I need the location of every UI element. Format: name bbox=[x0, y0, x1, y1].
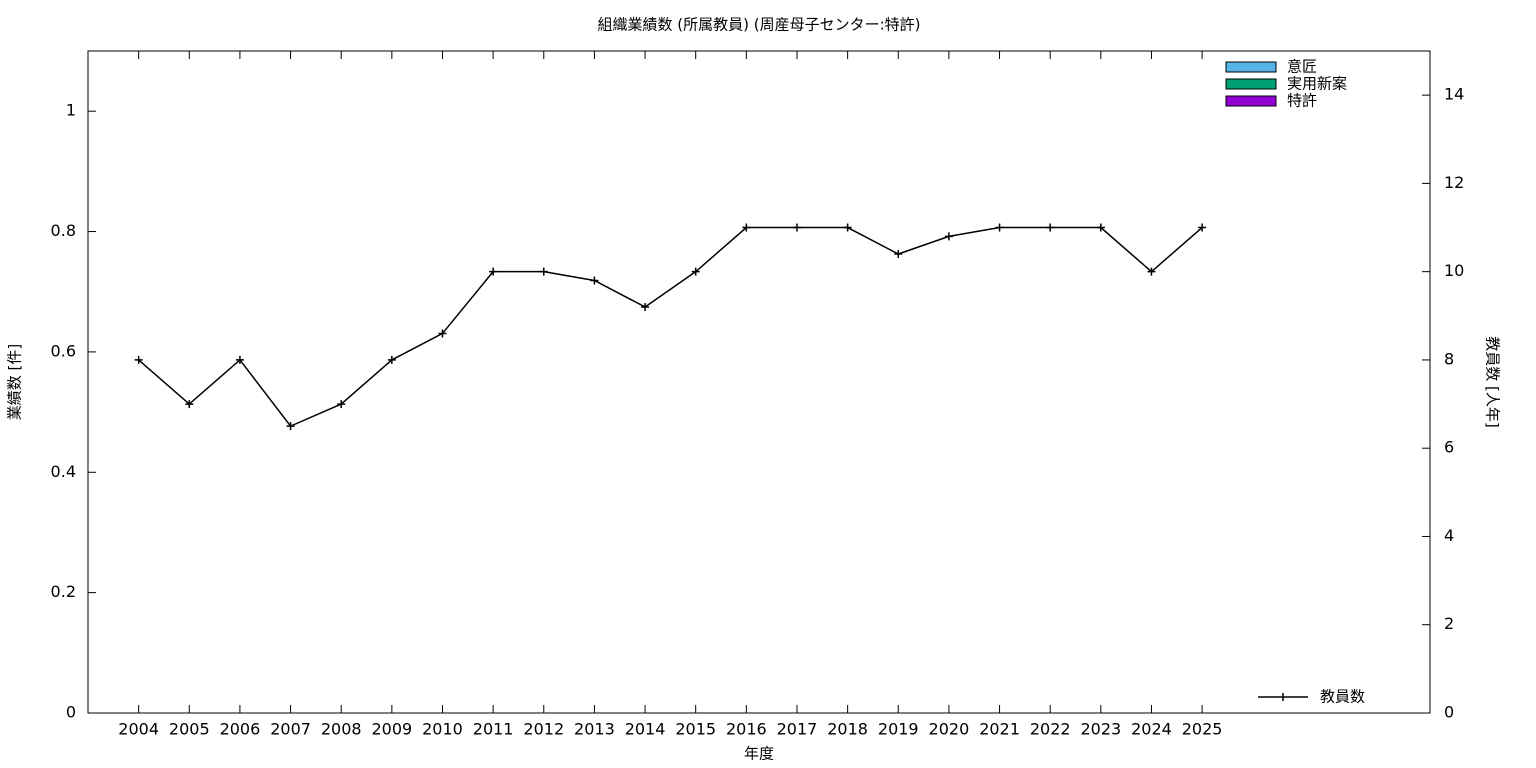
x-tick-label: 2017 bbox=[777, 720, 818, 739]
point bbox=[438, 329, 447, 338]
y2-tick-label: 0 bbox=[1444, 703, 1454, 722]
point bbox=[489, 267, 498, 276]
y-tick-label: 0.8 bbox=[51, 221, 76, 240]
x-tick-label: 2018 bbox=[827, 720, 868, 739]
point bbox=[539, 267, 548, 276]
y2-tick-label: 6 bbox=[1444, 438, 1454, 457]
x-tick-label: 2005 bbox=[169, 720, 210, 739]
x-tick-label: 2010 bbox=[422, 720, 463, 739]
legend-swatch bbox=[1225, 78, 1277, 90]
x-tick-label: 2024 bbox=[1131, 720, 1172, 739]
x-tick-label: 2011 bbox=[473, 720, 514, 739]
point bbox=[894, 250, 903, 259]
y-tick-label: 0.4 bbox=[51, 462, 76, 481]
y-tick-label: 0.6 bbox=[51, 341, 76, 360]
y-axis-label: 業績数 [件] bbox=[6, 344, 24, 420]
x-tick-label: 2015 bbox=[675, 720, 716, 739]
point bbox=[1096, 223, 1105, 232]
y2-tick-label: 8 bbox=[1444, 349, 1454, 368]
x-tick-label: 2013 bbox=[574, 720, 615, 739]
x-tick-label: 2025 bbox=[1182, 720, 1223, 739]
chart-title: 組織業績数 (所属教員) (周産母子センター:特許) bbox=[597, 16, 920, 34]
y-tick-label: 0.2 bbox=[51, 582, 76, 601]
x-tick-label: 2007 bbox=[270, 720, 311, 739]
x-tick-label: 2021 bbox=[979, 720, 1020, 739]
x-tick-label: 2009 bbox=[371, 720, 412, 739]
legend-line bbox=[1258, 693, 1308, 701]
point bbox=[286, 422, 295, 431]
y2-tick-label: 10 bbox=[1444, 261, 1464, 280]
x-tick-label: 2023 bbox=[1080, 720, 1121, 739]
point bbox=[995, 223, 1004, 232]
point bbox=[235, 355, 244, 364]
x-tick-label: 2020 bbox=[929, 720, 970, 739]
line bbox=[138, 226, 1203, 428]
x-tick-label: 2019 bbox=[878, 720, 919, 739]
x-axis-label: 年度 bbox=[744, 745, 774, 763]
point bbox=[337, 400, 346, 409]
point bbox=[742, 223, 751, 232]
legend-swatch bbox=[1225, 95, 1277, 107]
point bbox=[387, 355, 396, 364]
point bbox=[1198, 223, 1207, 232]
point bbox=[1147, 267, 1156, 276]
x-tick-label: 2008 bbox=[321, 720, 362, 739]
legend-label: 特許 bbox=[1287, 92, 1317, 110]
point bbox=[641, 302, 650, 311]
x-tick-label: 2014 bbox=[625, 720, 666, 739]
x-tick-label: 2016 bbox=[726, 720, 767, 739]
point bbox=[590, 276, 599, 285]
point bbox=[185, 400, 194, 409]
x-tick-label: 2004 bbox=[118, 720, 159, 739]
x-tick-label: 2012 bbox=[523, 720, 564, 739]
y2-tick-label: 14 bbox=[1444, 85, 1464, 104]
point bbox=[944, 232, 953, 241]
point bbox=[691, 267, 700, 276]
point bbox=[792, 223, 801, 232]
legend-label: 実用新案 bbox=[1287, 75, 1347, 93]
point bbox=[843, 223, 852, 232]
y2-axis-label: 教員数 [人年] bbox=[1484, 336, 1502, 427]
y2-tick-label: 4 bbox=[1444, 526, 1454, 545]
legend-label: 意匠 bbox=[1287, 58, 1317, 76]
legend-label: 教員数 bbox=[1320, 688, 1365, 706]
x-tick-label: 2022 bbox=[1030, 720, 1071, 739]
plot-border bbox=[87, 50, 1431, 714]
legend-swatch bbox=[1225, 61, 1277, 73]
point bbox=[134, 355, 143, 364]
x-tick-label: 2006 bbox=[220, 720, 261, 739]
y2-tick-label: 12 bbox=[1444, 173, 1464, 192]
y-tick-label: 0 bbox=[66, 703, 76, 722]
y-tick-label: 1 bbox=[66, 101, 76, 120]
point bbox=[1046, 223, 1055, 232]
y2-tick-label: 2 bbox=[1444, 614, 1454, 633]
